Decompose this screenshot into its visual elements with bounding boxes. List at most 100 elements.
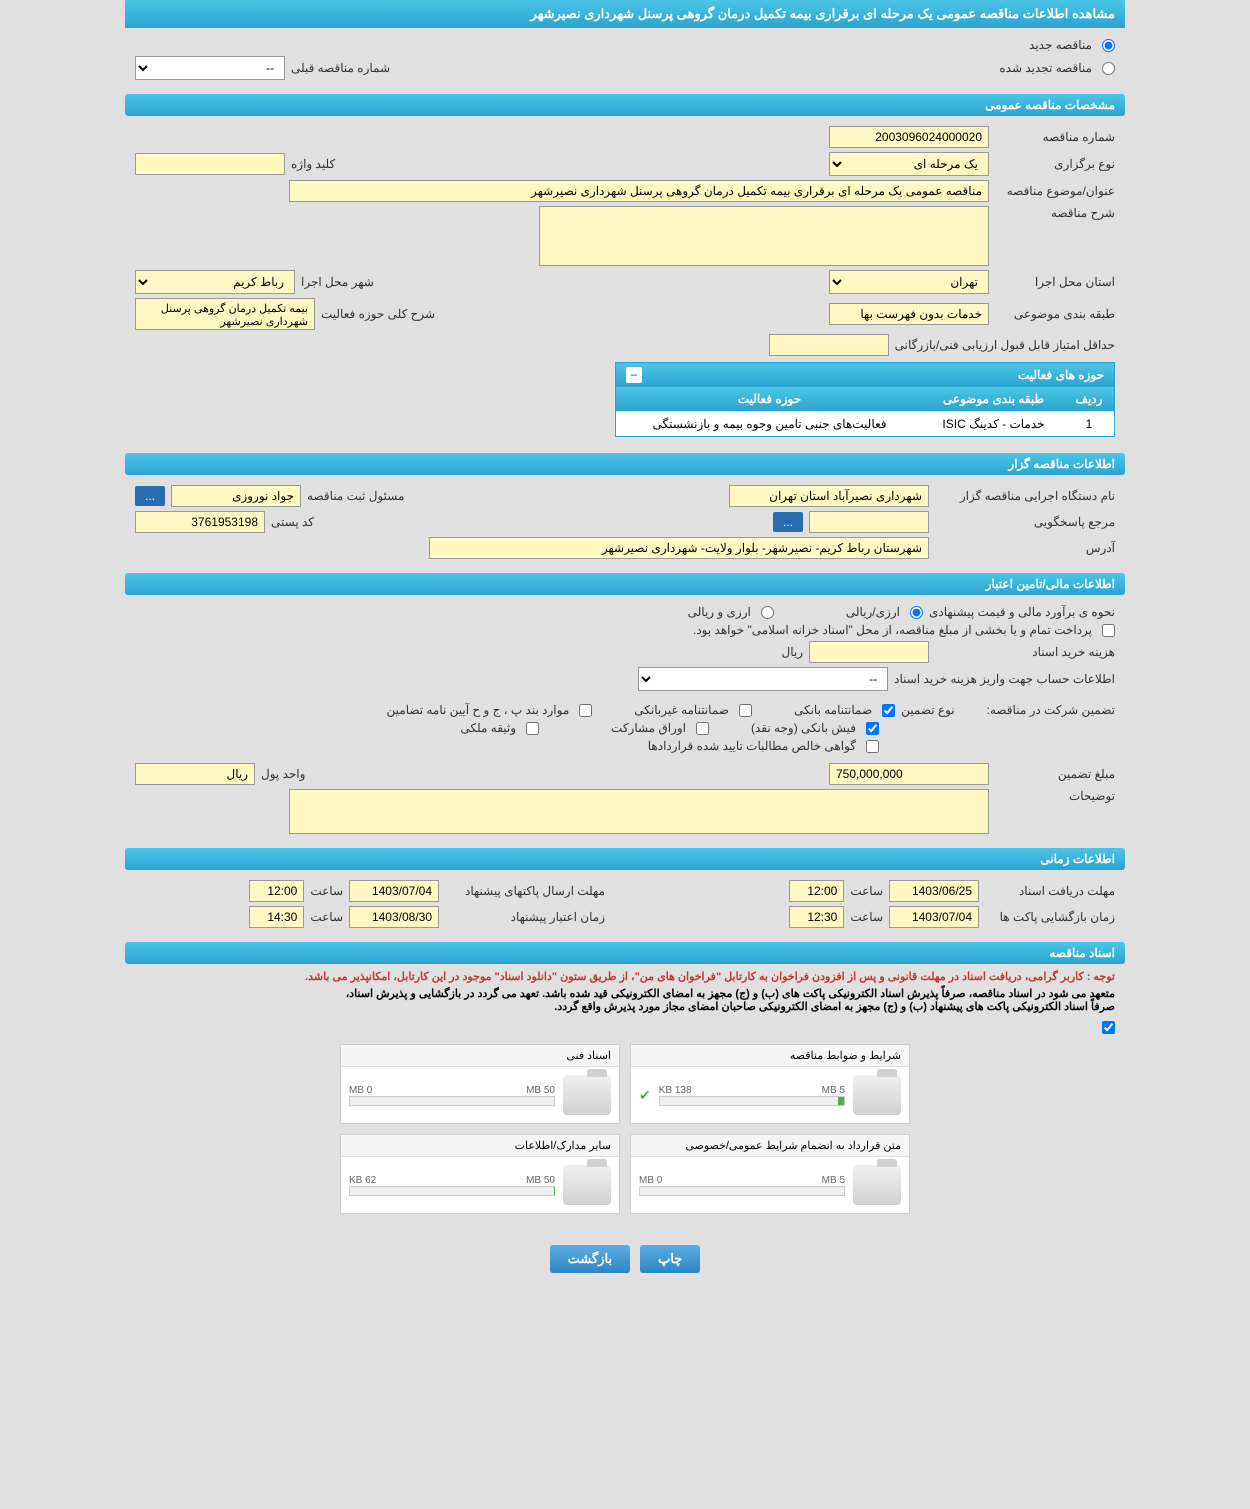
validity-time[interactable]: [249, 906, 304, 928]
doc-box-2[interactable]: اسناد فنی 50 MB 0 MB: [340, 1044, 620, 1124]
print-button[interactable]: چاپ: [640, 1245, 700, 1273]
activity-table: ردیف طبقه بندی موضوعی حوزه فعالیت 1 خدما…: [616, 387, 1114, 436]
activity-areas-box: حوزه های فعالیت − ردیف طبقه بندی موضوعی …: [615, 362, 1115, 437]
scope-label: شرح کلی حوزه فعالیت: [321, 307, 435, 321]
doc-receipt-date[interactable]: [889, 880, 979, 902]
guarantee-amount-input[interactable]: [829, 763, 989, 785]
bank-receipt-label: فیش بانکی (وجه نقد): [751, 721, 856, 735]
property-cb[interactable]: [526, 722, 539, 735]
postal-input[interactable]: [135, 511, 265, 533]
notice-black2: صرفاً اسناد الکترونیکی پاکت های پیشنهاد …: [135, 1000, 1115, 1013]
address-label: آدرس: [935, 541, 1115, 555]
contract-cert-label: گواهی خالص مطالبات تایید شده قراردادها: [648, 739, 856, 753]
packet-open-time[interactable]: [789, 906, 844, 928]
packet-send-time[interactable]: [249, 880, 304, 902]
tender-number-label: شماره مناقصه: [995, 130, 1115, 144]
bank-receipt-cb[interactable]: [866, 722, 879, 735]
new-tender-label: مناقصه جدید: [1029, 38, 1092, 52]
doc1-used: 138 KB: [659, 1085, 692, 1096]
account-info-select[interactable]: --: [638, 667, 888, 691]
reg-officer-label: مسئول ثبت مناقصه: [307, 489, 404, 503]
doc-box-3[interactable]: متن قرارداد به انضمام شرایط عمومی/خصوصی …: [630, 1134, 910, 1214]
renewed-tender-radio[interactable]: [1102, 62, 1115, 75]
address-input[interactable]: [429, 537, 929, 559]
contract-cert-cb[interactable]: [866, 740, 879, 753]
time-info-header: اطلاعات زمانی: [125, 848, 1125, 870]
payment-checkbox[interactable]: [1102, 624, 1115, 637]
col-row-header: ردیف: [1064, 387, 1114, 412]
doc2-used: 0 MB: [349, 1085, 372, 1096]
province-label: استان محل اجرا: [995, 275, 1115, 289]
doc1-title: شرایط و ضوابط مناقصه: [631, 1045, 909, 1067]
city-select[interactable]: رباط کریم: [135, 270, 295, 294]
validity-date[interactable]: [349, 906, 439, 928]
currency-unit-label: واحد پول: [261, 767, 305, 781]
financial-info-header: اطلاعات مالی/تامین اعتبار: [125, 573, 1125, 595]
keyword-input[interactable]: [135, 153, 285, 175]
non-bank-guarantee-label: ضمانتنامه غیربانکی: [634, 703, 729, 717]
description-textarea[interactable]: [539, 206, 989, 266]
min-score-input[interactable]: [769, 334, 889, 356]
tender-number-input[interactable]: [829, 126, 989, 148]
category-input[interactable]: [829, 303, 989, 325]
time-label-3: ساعت: [310, 884, 343, 898]
reg-officer-input[interactable]: [171, 485, 301, 507]
regulation-cb[interactable]: [579, 704, 592, 717]
doc1-total: 5 MB: [822, 1085, 845, 1096]
doc-box-4[interactable]: سایر مدارک/اطلاعات 50 MB 62 KB: [340, 1134, 620, 1214]
notice-black1: متعهد می شود در اسناد مناقصه، صرفاً پذیر…: [135, 987, 1115, 1000]
currency-radio[interactable]: [761, 606, 774, 619]
city-label: شهر محل اجرا: [301, 275, 374, 289]
folder-icon: [563, 1075, 611, 1115]
min-score-label: حداقل امتیاز قابل قبول ارزیابی فنی/بازرگ…: [895, 338, 1115, 352]
payment-note: پرداخت تمام و یا بخشی از مبلغ مناقصه، از…: [693, 623, 1092, 637]
bonds-cb[interactable]: [696, 722, 709, 735]
progress-bar: [349, 1186, 555, 1196]
doc4-total: 50 MB: [526, 1175, 555, 1186]
prev-number-select[interactable]: --: [135, 56, 285, 80]
guarantee-header-label: تضمین شرکت در مناقصه:: [987, 703, 1115, 717]
bank-guarantee-cb[interactable]: [882, 704, 895, 717]
minimize-icon[interactable]: −: [626, 367, 642, 383]
rial-option-label: ارزی/ریالی: [846, 605, 900, 619]
new-tender-radio[interactable]: [1102, 39, 1115, 52]
notes-textarea[interactable]: [289, 789, 989, 834]
keyword-label: کلید واژه: [291, 157, 335, 171]
doc4-used: 62 KB: [349, 1175, 376, 1186]
scope-input[interactable]: بیمه تکمیل درمان گروهی پرسنل شهرداری نصی…: [135, 298, 315, 330]
org-input[interactable]: [729, 485, 929, 507]
notes-label: توضیحات: [995, 789, 1115, 803]
table-row: 1 خدمات - کدینگ ISIC فعالیت‌های جنبی تام…: [616, 412, 1114, 437]
back-button[interactable]: بازگشت: [550, 1245, 630, 1273]
bonds-label: اوراق مشارکت: [611, 721, 686, 735]
holding-type-select[interactable]: یک مرحله ای: [829, 152, 989, 176]
rial-radio[interactable]: [910, 606, 923, 619]
contact-input[interactable]: [809, 511, 929, 533]
packet-send-date[interactable]: [349, 880, 439, 902]
province-select[interactable]: تهران: [829, 270, 989, 294]
progress-bar: [639, 1186, 845, 1196]
estimate-method-label: نحوه ی برآورد مالی و قیمت پیشنهادی: [929, 605, 1115, 619]
page-title: مشاهده اطلاعات مناقصه عمومی یک مرحله ای …: [125, 0, 1125, 28]
subject-input[interactable]: [289, 180, 989, 202]
doc-cost-input[interactable]: [809, 641, 929, 663]
packet-open-date[interactable]: [889, 906, 979, 928]
doc-receipt-time[interactable]: [789, 880, 844, 902]
doc3-title: متن قرارداد به انضمام شرایط عمومی/خصوصی: [631, 1135, 909, 1157]
packet-open-label: زمان بازگشایی پاکت ها: [985, 910, 1115, 924]
doc2-title: اسناد فنی: [341, 1045, 619, 1067]
general-specs-header: مشخصات مناقصه عمومی: [125, 94, 1125, 116]
more-button[interactable]: ...: [135, 486, 165, 506]
contact-more-button[interactable]: ...: [773, 512, 803, 532]
docs-confirm-checkbox[interactable]: [1102, 1021, 1115, 1034]
time-label-1: ساعت: [850, 884, 883, 898]
description-label: شرح مناقصه: [995, 206, 1115, 220]
category-label: طبقه بندی موضوعی: [995, 307, 1115, 321]
time-label-2: ساعت: [850, 910, 883, 924]
doc4-title: سایر مدارک/اطلاعات: [341, 1135, 619, 1157]
non-bank-guarantee-cb[interactable]: [739, 704, 752, 717]
org-label: نام دستگاه اجرایی مناقصه گزار: [935, 489, 1115, 503]
currency-unit-input[interactable]: [135, 763, 255, 785]
doc-box-1[interactable]: شرایط و ضوابط مناقصه 5 MB 138 KB ✔: [630, 1044, 910, 1124]
postal-label: کد پستی: [271, 515, 314, 529]
